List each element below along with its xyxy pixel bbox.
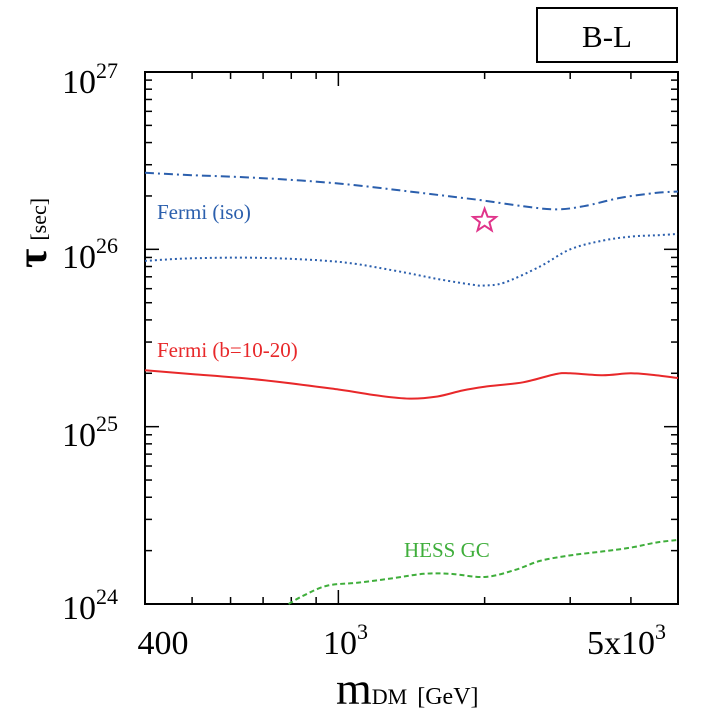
series-line-fermi-iso (144, 233, 679, 287)
x-tick-label-1000: 103 (323, 619, 368, 662)
annotations-layer (470, 205, 499, 233)
series-label-fermi-iso: Fermi (iso) (157, 200, 251, 224)
plot-frame (144, 71, 679, 605)
series-line-hess-gc (288, 538, 679, 605)
x-axis-label: mDM [GeV] (336, 663, 479, 712)
y-tick-label-25: 1025 (62, 411, 118, 454)
y-axis-label: τ[sec] (10, 198, 56, 268)
series-line-fermi-b (144, 369, 679, 400)
series-line-fermi-iso-upper (144, 171, 679, 211)
series-label-hess-gc: HESS GC (404, 538, 490, 562)
y-tick-label-27: 1027 (62, 58, 118, 101)
model-label: B-L (582, 19, 632, 54)
y-tick-label-26: 1026 (62, 233, 118, 276)
series-layer (144, 171, 679, 605)
y-tick-label-24: 1024 (62, 584, 118, 627)
series-label-fermi-b: Fermi (b=10-20) (157, 338, 298, 362)
x-tick-label-5000: 5x103 (587, 619, 666, 662)
x-tick-label-400: 400 (138, 625, 189, 662)
ticks-layer (144, 71, 679, 605)
star-marker (470, 205, 499, 233)
model-label-box: B-L (536, 7, 678, 63)
